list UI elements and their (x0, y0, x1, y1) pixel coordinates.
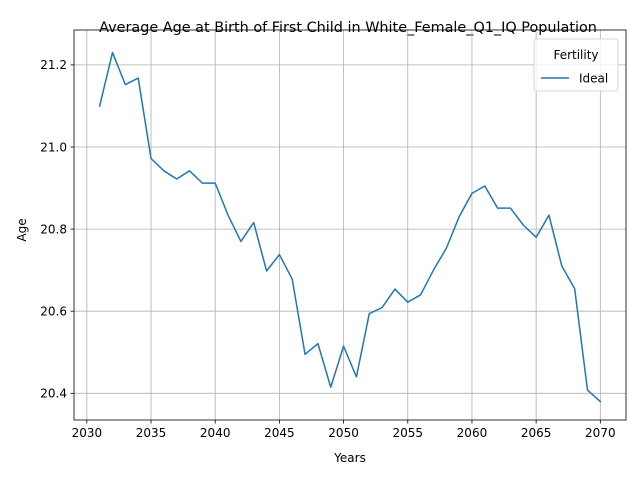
series-line-ideal (98, 51, 602, 403)
y-tick-label: 20.4 (40, 387, 67, 401)
y-tick-label: 20.8 (40, 222, 67, 236)
x-tick-label: 2030 (72, 426, 103, 440)
x-axis-ticks: 2030 2035 2040 2045 2050 2055 2060 2065 2070 (72, 420, 616, 440)
x-axis-label: Years (333, 451, 366, 465)
y-tick-label: 21.0 (40, 140, 67, 154)
series-lines (98, 51, 602, 403)
chart-title: Average Age at Birth of First Child in W… (99, 20, 597, 36)
grid-lines (74, 30, 626, 420)
legend: Fertility Ideal (533, 38, 619, 92)
legend-title: Fertility (553, 48, 598, 62)
plot-area-frame (73, 29, 627, 421)
x-tick-label: 2050 (328, 426, 359, 440)
y-axis-label: Age (15, 218, 29, 241)
x-tick-label: 2060 (457, 426, 488, 440)
y-tick-label: 21.2 (40, 58, 67, 72)
x-tick-label: 2070 (585, 426, 616, 440)
y-tick-label: 20.6 (40, 305, 67, 319)
x-tick-label: 2065 (521, 426, 552, 440)
x-tick-label: 2045 (264, 426, 295, 440)
x-tick-label: 2035 (136, 426, 167, 440)
y-axis-ticks: 20.4 20.6 20.8 21.0 21.2 (40, 58, 74, 401)
legend-label-ideal: Ideal (579, 72, 608, 86)
x-tick-label: 2055 (392, 426, 423, 440)
x-tick-label: 2040 (200, 426, 231, 440)
